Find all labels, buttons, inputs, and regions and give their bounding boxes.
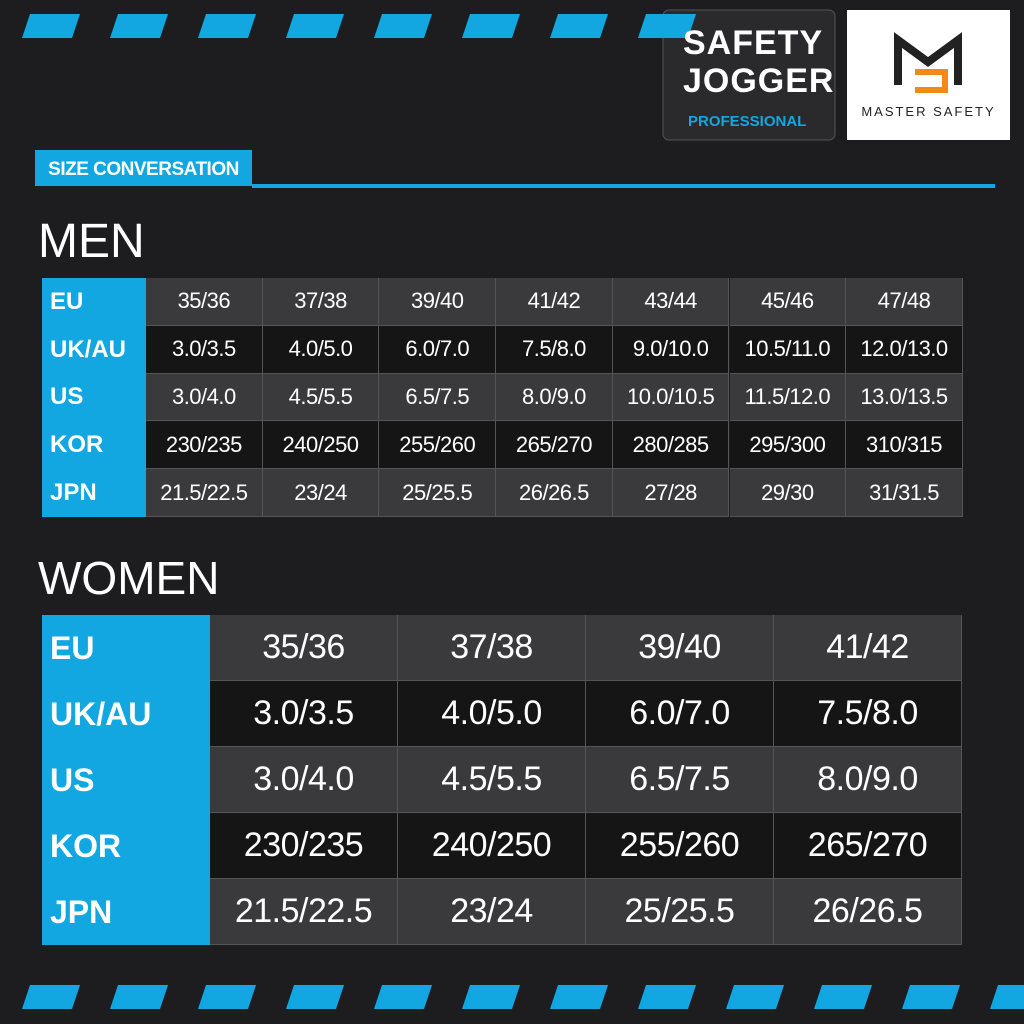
row-label: JPN (42, 469, 146, 517)
row-label: JPN (42, 879, 210, 945)
stripe (638, 985, 696, 1009)
row-label: EU (42, 278, 146, 326)
brand-line1: SAFETY (683, 24, 824, 62)
size-cell: 7.5/8.0 (496, 325, 613, 374)
size-cell: 31/31.5 (846, 469, 963, 517)
partner-name: MASTER SAFETY (861, 104, 996, 119)
row-label: UK/AU (42, 325, 146, 374)
stripe (374, 14, 432, 38)
size-cell: 310/315 (846, 421, 963, 470)
row-label: UK/AU (42, 681, 210, 747)
size-cell: 25/25.5 (379, 469, 497, 517)
size-cell: 12.0/13.0 (846, 325, 963, 374)
stripe (550, 14, 608, 38)
men-title: MEN (38, 215, 145, 268)
size-cell: 3.0/3.5 (146, 325, 263, 374)
size-cell: 21.5/22.5 (146, 469, 263, 517)
size-cell: 39/40 (379, 278, 497, 326)
size-cell: 35/36 (210, 615, 398, 681)
size-cell: 37/38 (262, 278, 380, 326)
stripe (286, 14, 344, 38)
stripe (286, 985, 344, 1009)
size-cell: 11.5/12.0 (729, 373, 847, 422)
size-cell: 255/260 (586, 813, 774, 879)
stripe (726, 985, 784, 1009)
brand-line2: JOGGER (683, 62, 835, 100)
women-title: WOMEN (38, 552, 220, 604)
stripe (22, 14, 80, 38)
size-cell: 230/235 (210, 813, 398, 879)
size-cell: 280/285 (612, 421, 730, 470)
size-cell: 13.0/13.5 (846, 373, 963, 422)
size-cell: 3.0/3.5 (210, 681, 398, 747)
size-cell: 6.5/7.5 (379, 373, 497, 422)
size-cell: 25/25.5 (586, 879, 774, 945)
size-cell: 3.0/4.0 (146, 373, 263, 422)
size-cell: 4.0/5.0 (262, 325, 380, 374)
size-cell: 3.0/4.0 (210, 747, 398, 813)
size-cell: 21.5/22.5 (210, 879, 398, 945)
size-cell: 240/250 (398, 813, 586, 879)
size-cell: 47/48 (846, 278, 963, 326)
stripe (814, 985, 872, 1009)
row-label: KOR (42, 813, 210, 879)
size-cell: 43/44 (612, 278, 730, 326)
stripe (198, 985, 256, 1009)
size-cell: 4.0/5.0 (398, 681, 586, 747)
size-cell: 295/300 (729, 421, 847, 470)
size-cell: 23/24 (398, 879, 586, 945)
size-cell: 265/270 (774, 813, 962, 879)
size-cell: 39/40 (586, 615, 774, 681)
ms-logo-accent (915, 69, 948, 93)
ms-logo (894, 32, 962, 85)
size-cell: 26/26.5 (774, 879, 962, 945)
stripe (374, 985, 432, 1009)
size-cell: 10.0/10.5 (612, 373, 730, 422)
stripe (110, 985, 168, 1009)
size-cell: 27/28 (612, 469, 730, 517)
jogger-badge (662, 9, 836, 141)
size-cell: 35/36 (146, 278, 263, 326)
size-cell: 26/26.5 (496, 469, 613, 517)
stripe (198, 14, 256, 38)
size-cell: 8.0/9.0 (774, 747, 962, 813)
section-label: SIZE CONVERSATION (35, 150, 252, 186)
size-cell: 8.0/9.0 (496, 373, 613, 422)
row-label: US (42, 747, 210, 813)
size-cell: 23/24 (262, 469, 380, 517)
size-cell: 6.5/7.5 (586, 747, 774, 813)
stripe (110, 14, 168, 38)
row-label: EU (42, 615, 210, 681)
size-cell: 240/250 (262, 421, 380, 470)
stripe (638, 14, 696, 38)
size-cell: 230/235 (146, 421, 263, 470)
size-cell: 9.0/10.0 (612, 325, 730, 374)
size-cell: 37/38 (398, 615, 586, 681)
stripe (462, 985, 520, 1009)
size-cell: 41/42 (774, 615, 962, 681)
row-label: US (42, 373, 146, 422)
size-cell: 10.5/11.0 (729, 325, 847, 374)
size-cell: 6.0/7.0 (379, 325, 497, 374)
size-cell: 265/270 (496, 421, 613, 470)
size-cell: 6.0/7.0 (586, 681, 774, 747)
size-cell: 45/46 (729, 278, 847, 326)
size-cell: 255/260 (379, 421, 497, 470)
size-cell: 4.5/5.5 (398, 747, 586, 813)
stripe (462, 14, 520, 38)
stripe (902, 985, 960, 1009)
size-cell: 29/30 (729, 469, 847, 517)
brand-tagline: PROFESSIONAL (688, 113, 807, 130)
size-cell: 41/42 (496, 278, 613, 326)
stripe (990, 985, 1024, 1009)
stripe (22, 985, 80, 1009)
stripe (550, 985, 608, 1009)
row-label: KOR (42, 421, 146, 470)
size-cell: 7.5/8.0 (774, 681, 962, 747)
size-cell: 4.5/5.5 (262, 373, 380, 422)
section-rule (252, 184, 995, 188)
